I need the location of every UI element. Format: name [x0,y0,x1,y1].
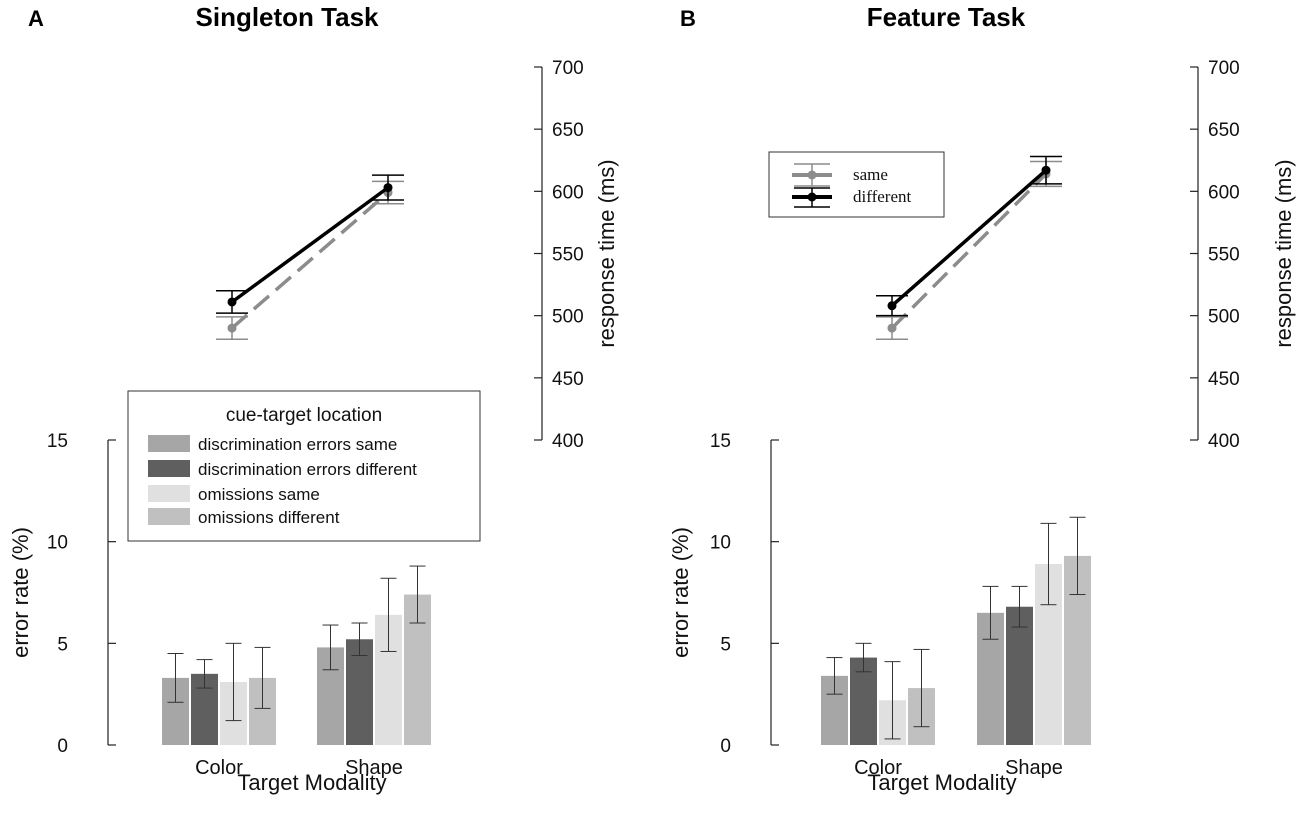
rt-legend-box [768,151,945,218]
panel-a-rt-ytick-label: 400 [552,431,584,452]
panel-b-bar-ytick-label: 5 [720,634,731,655]
panel-a-rt-point-different [383,183,393,193]
panel-a-bar-disc-diff-shape [346,639,373,745]
rt-legend: same different [768,151,945,218]
panel-a-rt-ytick-label: 700 [552,58,584,79]
panel-a-rt-ylabel: response time (ms) [594,159,619,347]
panel-b-xlabel: Target Modality [867,770,1016,795]
panel-a-category-label: Color [195,757,243,779]
legend-swatch-disc-same [148,435,190,452]
panel-b-rt-point-same [887,323,897,333]
panel-b-bar-ylabel: error rate (%) [668,527,693,658]
panel-b-rt-ytick-label: 450 [1208,369,1240,390]
panel-b-bar-ytick-label: 0 [720,736,731,757]
rt-legend-label-different: different [853,187,911,206]
panel-b-rt-point-different [887,301,897,311]
panel-a-rt-ytick-label: 650 [552,120,584,141]
rt-legend-marker-same [792,163,832,187]
panel-b-rt-line-same [890,172,1048,330]
legend-swatch-disc-diff [148,460,190,477]
panel-b-rt-ytick-label: 550 [1208,245,1240,266]
panel-a-bar-ylabel: error rate (%) [8,527,33,658]
legend-label-omis-diff: omissions different [198,508,340,527]
panel-b-title: Feature Task [867,2,1026,32]
panel-a-rt-ytick-label: 450 [552,369,584,390]
panel-b-rt-ylabel: response time (ms) [1271,159,1296,347]
legend-swatch-omis-same [148,485,190,502]
panel-a-title: Singleton Task [196,2,380,32]
panel-b-rt-point-different [1041,165,1051,175]
panel-b-letter: B [680,6,696,31]
panel-b-rt-ytick-label: 400 [1208,431,1240,452]
legend-label-disc-diff: discrimination errors different [198,460,417,479]
legend-label-disc-same: discrimination errors same [198,435,397,454]
panel-b-rt-line-different [890,168,1048,308]
bar-legend-title: cue-target location [226,405,382,426]
panel-a-rt-ytick-label: 500 [552,307,584,328]
panel-b-category-label: Color [854,757,902,779]
panel-b-bar-ytick-label: 15 [710,431,731,452]
panel-b-rt-ytick-label: 500 [1208,307,1240,328]
panel-a-rt-point-same [227,323,237,333]
panel-a-category-label: Shape [345,757,403,779]
panel-a-bar-ytick-label: 15 [47,431,68,452]
panel-b-bar-ytick-label: 10 [710,533,731,554]
bar-legend: cue-target location discrimination error… [127,390,481,542]
panel-a-letter: A [28,6,44,31]
panel-a-rt-ytick-label: 550 [552,245,584,266]
panel-b-rt-ytick-label: 700 [1208,58,1240,79]
panel-a-bar-ytick-label: 10 [47,533,68,554]
panel-a-rt-line-same [230,191,390,330]
panel-b-category-label: Shape [1005,757,1063,779]
panel-b-rt-ytick-label: 650 [1208,120,1240,141]
legend-swatch-omis-diff [148,508,190,525]
panel-a-rt-point-different [227,297,237,307]
panel-a-rt-line-different [230,186,390,304]
rt-legend-label-same: same [853,165,888,184]
panel-a-bar-ytick-label: 0 [57,736,68,757]
panel-a-xlabel: Target Modality [237,770,386,795]
rt-legend-marker-different [792,187,832,208]
panel-a-bar-ytick-label: 5 [57,634,68,655]
panel-b-bar-disc-diff-shape [1006,606,1033,745]
panel-a-rt-ytick-label: 600 [552,182,584,203]
panel-b-rt-ytick-label: 600 [1208,182,1240,203]
legend-label-omis-same: omissions same [198,485,320,504]
